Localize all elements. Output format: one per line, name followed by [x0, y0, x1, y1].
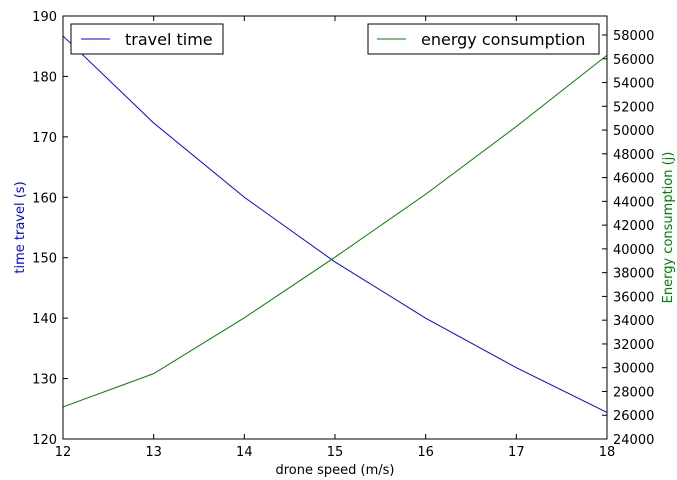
y-right-tick-label: 46000 — [613, 172, 654, 187]
y-right-tick-label: 58000 — [613, 29, 654, 44]
y-right-tick-label: 48000 — [613, 148, 654, 163]
x-tick-label: 16 — [417, 445, 434, 460]
x-tick-label: 17 — [508, 445, 525, 460]
y-right-tick-label: 32000 — [613, 338, 654, 353]
y-right-tick-label: 34000 — [613, 314, 654, 329]
y-left-tick-label: 180 — [32, 70, 57, 85]
y-right-tick-label: 50000 — [613, 124, 654, 139]
y-left-tick-label: 130 — [32, 373, 57, 388]
legend-left-label: travel time — [125, 30, 213, 49]
y-left-tick-label: 120 — [32, 433, 57, 448]
plot-frame — [62, 15, 608, 440]
y-right-tick-label: 40000 — [613, 243, 654, 258]
y-left-tick-label: 140 — [32, 312, 57, 327]
x-tick-label: 12 — [55, 445, 72, 460]
legend-right-box — [367, 23, 600, 55]
x-axis-title: drone speed (m/s) — [276, 463, 395, 478]
y-right-tick-label: 42000 — [613, 219, 654, 234]
y-right-axis-title: Energy consumption (j) — [661, 152, 676, 304]
y-right-tick-label: 52000 — [613, 100, 654, 115]
x-tick-label: 18 — [599, 445, 616, 460]
x-tick-label: 13 — [145, 445, 162, 460]
y-right-tick-label: 56000 — [613, 53, 654, 68]
y-left-tick-label: 160 — [32, 191, 57, 206]
y-right-tick-label: 28000 — [613, 385, 654, 400]
y-right-tick-label: 30000 — [613, 362, 654, 377]
x-tick-label: 15 — [327, 445, 344, 460]
legend-left: travel time — [70, 23, 224, 55]
y-right-tick-label: 38000 — [613, 267, 654, 282]
series-line-energy-consumption — [62, 54, 608, 408]
y-right-tick-label: 44000 — [613, 195, 654, 210]
y-left-axis-title: time travel (s) — [13, 181, 28, 273]
legend-right: energy consumption — [367, 23, 600, 55]
x-tick-label: 14 — [236, 445, 253, 460]
y-left-tick-label: 190 — [32, 10, 57, 25]
y-left-tick-label: 170 — [32, 131, 57, 146]
legend-right-label: energy consumption — [421, 30, 585, 49]
y-left-tick-label: 150 — [32, 252, 57, 267]
y-right-tick-label: 54000 — [613, 77, 654, 92]
y-right-tick-label: 36000 — [613, 290, 654, 305]
y-right-tick-label: 24000 — [613, 433, 654, 448]
y-right-tick-label: 26000 — [613, 409, 654, 424]
series-line-travel-time — [62, 35, 608, 413]
